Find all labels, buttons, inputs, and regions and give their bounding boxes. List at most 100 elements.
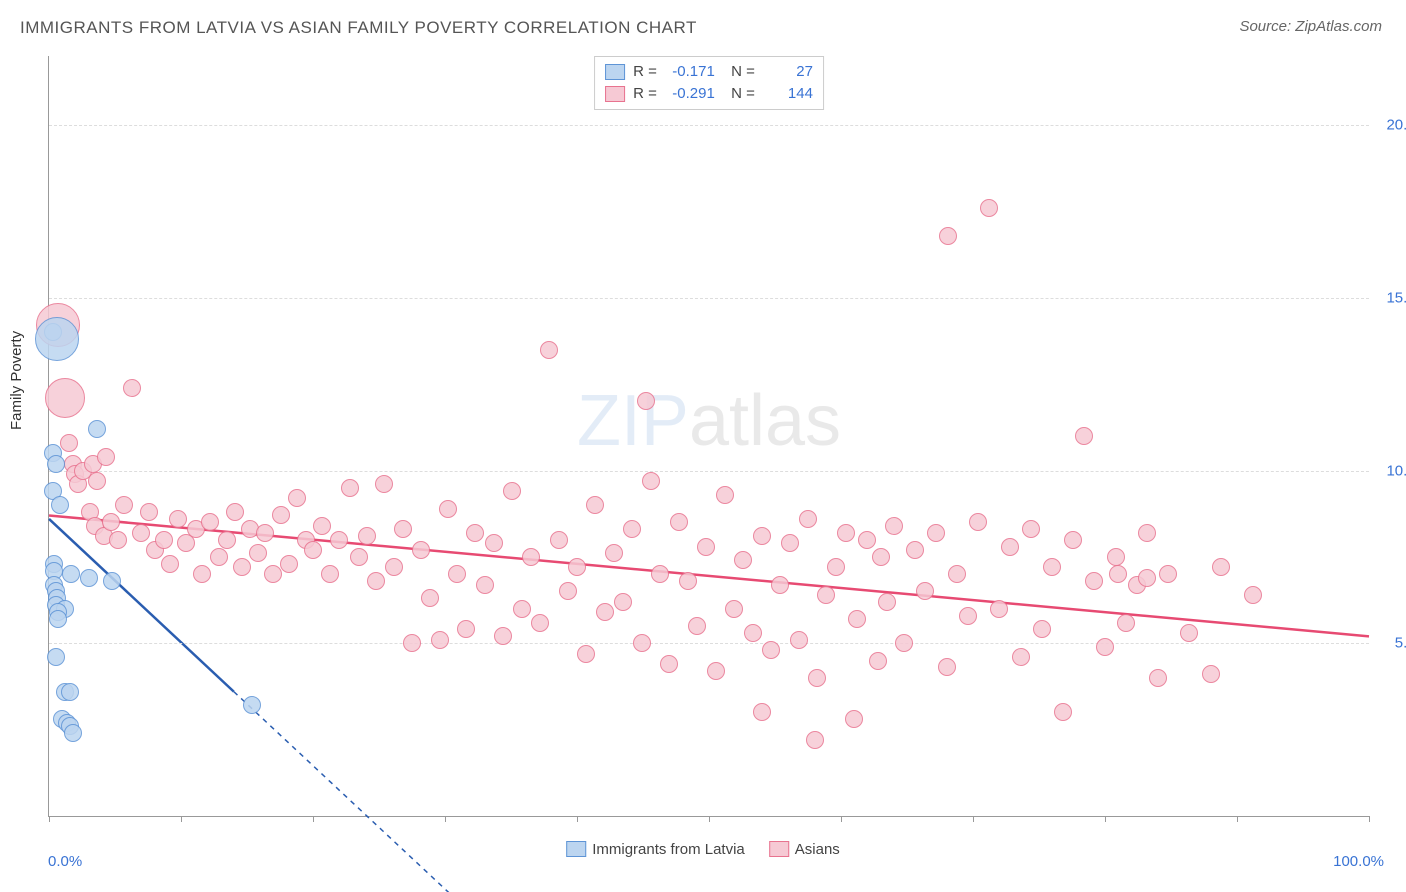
data-point <box>1001 538 1019 556</box>
data-point <box>605 544 623 562</box>
data-point <box>817 586 835 604</box>
data-point <box>1096 638 1114 656</box>
data-point <box>771 576 789 594</box>
data-point <box>226 503 244 521</box>
data-point <box>808 669 826 687</box>
data-point <box>858 531 876 549</box>
data-point <box>623 520 641 538</box>
data-point <box>123 379 141 397</box>
data-point <box>403 634 421 652</box>
data-point <box>679 572 697 590</box>
x-tick <box>709 816 710 822</box>
legend-row: R =-0.171 N =27 <box>605 61 813 83</box>
data-point <box>448 565 466 583</box>
data-point <box>1075 427 1093 445</box>
y-tick-label: 20.0% <box>1373 117 1406 134</box>
data-point <box>61 683 79 701</box>
data-point <box>906 541 924 559</box>
data-point <box>218 531 236 549</box>
data-point <box>781 534 799 552</box>
data-point <box>568 558 586 576</box>
data-point <box>494 627 512 645</box>
data-point <box>313 517 331 535</box>
data-point <box>51 496 69 514</box>
data-point <box>243 696 261 714</box>
gridline <box>49 125 1369 126</box>
data-point <box>115 496 133 514</box>
data-point <box>201 513 219 531</box>
data-point <box>734 551 752 569</box>
correlation-legend: R =-0.171 N =27R =-0.291 N =144 <box>594 56 824 110</box>
data-point <box>47 455 65 473</box>
data-point <box>47 648 65 666</box>
data-point <box>948 565 966 583</box>
data-point <box>1109 565 1127 583</box>
data-point <box>1117 614 1135 632</box>
data-point <box>80 569 98 587</box>
data-point <box>697 538 715 556</box>
data-point <box>837 524 855 542</box>
x-tick-label: 100.0% <box>1333 853 1384 870</box>
gridline <box>49 643 1369 644</box>
data-point <box>233 558 251 576</box>
data-point <box>49 610 67 628</box>
data-point <box>872 548 890 566</box>
data-point <box>350 548 368 566</box>
data-point <box>762 641 780 659</box>
data-point <box>753 703 771 721</box>
data-point <box>586 496 604 514</box>
y-tick-label: 15.0% <box>1373 289 1406 306</box>
data-point <box>707 662 725 680</box>
data-point <box>375 475 393 493</box>
data-point <box>806 731 824 749</box>
data-point <box>476 576 494 594</box>
data-point <box>938 658 956 676</box>
data-point <box>577 645 595 663</box>
data-point <box>256 524 274 542</box>
data-point <box>1085 572 1103 590</box>
x-tick <box>181 816 182 822</box>
x-tick <box>1369 816 1370 822</box>
data-point <box>394 520 412 538</box>
data-point <box>35 317 79 361</box>
data-point <box>927 524 945 542</box>
data-point <box>827 558 845 576</box>
data-point <box>1138 569 1156 587</box>
gridline <box>49 471 1369 472</box>
data-point <box>1012 648 1030 666</box>
data-point <box>540 341 558 359</box>
data-point <box>62 565 80 583</box>
data-point <box>670 513 688 531</box>
plot-area: ZIPatlas R =-0.171 N =27R =-0.291 N =144… <box>48 56 1369 817</box>
data-point <box>513 600 531 618</box>
data-point <box>169 510 187 528</box>
data-point <box>1149 669 1167 687</box>
data-point <box>64 724 82 742</box>
data-point <box>878 593 896 611</box>
data-point <box>45 378 85 418</box>
data-point <box>161 555 179 573</box>
x-tick <box>973 816 974 822</box>
data-point <box>367 572 385 590</box>
data-point <box>210 548 228 566</box>
data-point <box>155 531 173 549</box>
x-tick <box>841 816 842 822</box>
watermark: ZIPatlas <box>577 380 841 462</box>
y-axis-label: Family Poverty <box>8 331 25 430</box>
chart-title: IMMIGRANTS FROM LATVIA VS ASIAN FAMILY P… <box>20 18 697 38</box>
source-credit: Source: ZipAtlas.com <box>1239 18 1382 35</box>
data-point <box>466 524 484 542</box>
data-point <box>140 503 158 521</box>
data-point <box>193 565 211 583</box>
data-point <box>1054 703 1072 721</box>
data-point <box>895 634 913 652</box>
x-tick <box>1105 816 1106 822</box>
data-point <box>1180 624 1198 642</box>
data-point <box>1159 565 1177 583</box>
data-point <box>1138 524 1156 542</box>
data-point <box>1107 548 1125 566</box>
data-point <box>651 565 669 583</box>
data-point <box>725 600 743 618</box>
data-point <box>132 524 150 542</box>
data-point <box>559 582 577 600</box>
